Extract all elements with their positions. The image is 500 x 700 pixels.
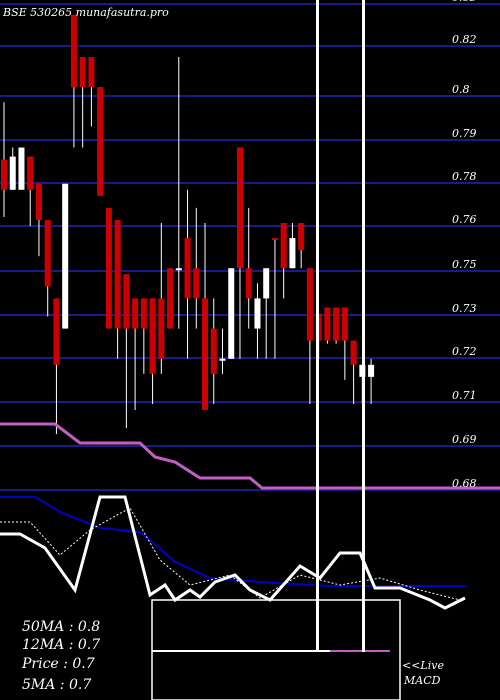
candle-body <box>114 219 121 329</box>
live-label: <<Live <box>402 659 444 672</box>
y-tick-label: 0.79 <box>452 127 477 140</box>
y-tick-label: 0.8 <box>452 83 470 96</box>
candle-body <box>97 87 104 196</box>
y-tick-label: 0.75 <box>452 258 477 271</box>
candle-body <box>62 183 69 329</box>
candle-body <box>298 222 305 251</box>
legend-price: Price : 0.7 <box>21 656 95 672</box>
candle-body <box>263 268 270 299</box>
candle-body <box>1 159 7 190</box>
candle-body <box>35 183 42 220</box>
y-tick-label: 0.73 <box>452 302 477 315</box>
y-tick-label: 0.69 <box>452 433 477 446</box>
grid-lines <box>0 3 500 491</box>
legend-50ma: 50MA : 0.8 <box>22 619 100 635</box>
macd-dotted-line <box>0 507 461 601</box>
candle-body <box>271 238 278 241</box>
candle-body <box>149 298 156 374</box>
macd-panel <box>0 495 466 700</box>
y-tick-label: 0.68 <box>452 477 477 490</box>
candle-body <box>9 156 16 190</box>
candle-body <box>289 238 296 269</box>
legend: 50MA : 0.8 12MA : 0.7 Price : 0.7 5MA : … <box>21 619 100 693</box>
y-axis-labels: 0.83 0.82 0.8 0.79 0.78 0.76 0.75 0.73 0.72 0.71 0… <box>452 0 477 490</box>
candle-body <box>280 222 287 269</box>
candle-body <box>254 298 261 329</box>
ma-line <box>0 422 500 490</box>
candles <box>1 14 375 435</box>
candle-body <box>193 268 200 299</box>
chart-title: BSE 530265 munafasutra.pro <box>2 6 169 19</box>
candle-body <box>167 268 174 329</box>
candle-body <box>184 238 191 299</box>
candle-body <box>341 307 348 341</box>
candle-body <box>236 147 243 269</box>
candle-body <box>245 268 252 299</box>
candle-body <box>27 156 34 190</box>
legend-5ma: 5MA : 0.7 <box>22 677 91 693</box>
candle-body <box>175 268 182 271</box>
y-tick-label: 0.83 <box>452 0 477 4</box>
candle-body <box>18 147 25 190</box>
vertical-marker-lines <box>316 0 365 652</box>
candle-body <box>306 268 313 341</box>
candle-body <box>70 14 77 88</box>
candle-body <box>140 298 147 329</box>
candle-body <box>210 328 217 374</box>
moving-average-lines <box>0 422 500 490</box>
candle-body <box>105 207 112 329</box>
y-tick-label: 0.78 <box>452 170 477 183</box>
macd-signal-line <box>0 496 465 587</box>
candle-body <box>123 274 130 329</box>
y-tick-label: 0.82 <box>452 33 477 46</box>
candle-body <box>219 358 226 361</box>
candle-body <box>79 57 86 88</box>
y-tick-label: 0.76 <box>452 213 477 226</box>
candle-body <box>44 219 51 287</box>
candle-body <box>53 298 60 365</box>
candle-body <box>88 57 95 88</box>
candle-body <box>333 307 340 341</box>
candle-body <box>158 298 165 359</box>
candle-body <box>132 298 139 329</box>
candle-body <box>202 298 209 411</box>
legend-12ma: 12MA : 0.7 <box>22 637 100 653</box>
vertical-marker <box>362 0 365 652</box>
vertical-marker <box>316 0 319 652</box>
candle-body <box>350 340 357 365</box>
y-tick-label: 0.71 <box>452 389 477 402</box>
y-tick-label: 0.72 <box>452 345 477 358</box>
macd-line <box>0 495 466 610</box>
candle-body <box>368 364 375 377</box>
candle-body <box>228 268 235 359</box>
macd-label: MACD <box>403 674 441 687</box>
candle-body <box>324 307 331 341</box>
